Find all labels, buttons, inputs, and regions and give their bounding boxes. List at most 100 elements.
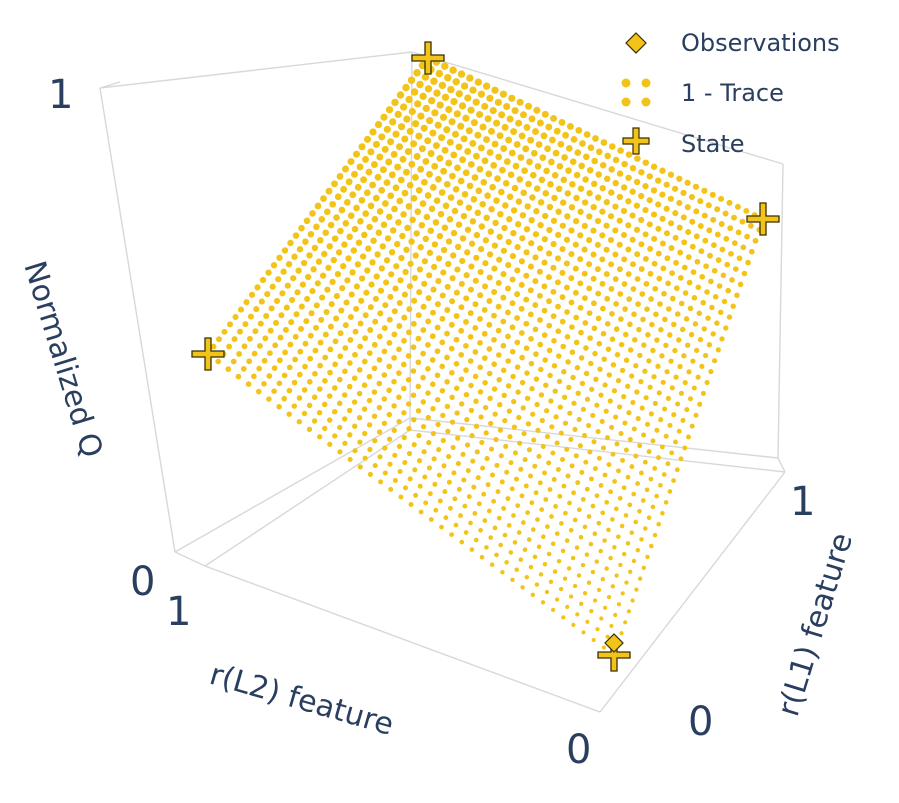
trace-point	[341, 392, 348, 398]
trace-point	[478, 223, 485, 230]
trace-point	[550, 241, 557, 248]
trace-point	[686, 434, 691, 440]
trace-point	[583, 370, 590, 377]
trace-point	[416, 80, 424, 89]
trace-point	[436, 101, 444, 109]
trace-point	[604, 435, 611, 441]
trace-point	[412, 467, 418, 473]
trace-point	[671, 321, 677, 328]
trace-point	[556, 558, 562, 564]
trace-point	[405, 353, 412, 359]
trace-point	[401, 135, 409, 143]
trace-point	[590, 203, 597, 211]
trace-point	[449, 172, 456, 180]
legend-item-observations[interactable]: Observations	[625, 29, 840, 57]
trace-point	[564, 190, 572, 197]
trace-point	[689, 218, 696, 225]
trace-point	[651, 235, 658, 242]
trace-point	[641, 565, 646, 570]
trace-point	[551, 363, 558, 369]
trace-point	[631, 558, 637, 564]
trace-point	[533, 208, 540, 215]
trace-point	[595, 171, 602, 178]
trace-point	[356, 163, 364, 171]
trace-point	[412, 120, 420, 128]
trace-point	[441, 62, 449, 70]
trace-point	[425, 390, 431, 396]
trace-point	[659, 240, 666, 247]
trace-point	[435, 255, 443, 262]
trace-point	[286, 364, 293, 371]
trace-point	[347, 432, 353, 438]
trace-point	[513, 141, 521, 148]
trace-point	[385, 106, 394, 114]
trace-point	[387, 461, 393, 467]
legend-item-trace[interactable]: 1 - Trace	[621, 78, 784, 108]
trace-point	[427, 150, 435, 157]
trace-point	[519, 111, 528, 119]
trace-point	[386, 316, 393, 323]
trace-point	[314, 202, 322, 210]
trace-point	[659, 167, 666, 174]
trace-point	[707, 252, 713, 259]
trace-point	[714, 231, 721, 238]
trace-point	[278, 312, 285, 319]
trace-point	[473, 423, 480, 429]
legend[interactable]: Observations 1 - Trace State	[621, 29, 840, 158]
trace-point	[353, 305, 360, 312]
trace-point	[243, 299, 250, 306]
trace-point	[503, 102, 511, 111]
trace-point	[465, 127, 473, 135]
trace-point	[598, 483, 604, 488]
trace-point	[416, 458, 423, 464]
trace-point	[536, 292, 543, 299]
trace-point	[595, 315, 602, 322]
trace-point	[383, 179, 391, 187]
trace-point	[495, 153, 503, 161]
trace-point	[580, 562, 586, 568]
trace-point	[401, 410, 407, 416]
trace-point	[515, 119, 523, 127]
trace-point	[309, 210, 316, 217]
trace-point	[635, 481, 640, 486]
trace-point	[647, 384, 653, 390]
trace-point	[424, 85, 433, 93]
trace-point	[511, 513, 516, 518]
trace-point	[501, 505, 507, 511]
trace-point	[292, 356, 298, 363]
trace-point	[594, 402, 600, 408]
trace-point	[465, 468, 471, 474]
trace-point	[528, 360, 535, 367]
trace-point	[542, 470, 547, 476]
trace-point	[660, 265, 667, 272]
trace-point	[371, 389, 378, 395]
trace-point	[463, 391, 470, 398]
trace-point	[681, 353, 687, 359]
trace-point	[449, 370, 455, 376]
trace-point	[240, 366, 247, 372]
trace-point	[342, 345, 349, 351]
trace-point	[596, 587, 602, 593]
trace-point	[613, 506, 619, 512]
trace-point	[609, 623, 614, 628]
trace-point	[482, 518, 488, 523]
trace-point	[677, 275, 684, 281]
trace-point	[682, 445, 688, 451]
trace-point	[387, 293, 394, 300]
trace-point	[603, 408, 609, 414]
trace-point	[431, 162, 439, 170]
trace-point	[382, 445, 388, 451]
trace-point	[555, 231, 562, 238]
trace-point	[668, 245, 675, 251]
trace-point	[680, 189, 687, 196]
legend-item-state[interactable]: State	[622, 127, 745, 158]
trace-point	[666, 306, 672, 312]
trace-point	[418, 145, 426, 153]
trace-point	[481, 306, 488, 313]
trace-point	[471, 484, 477, 490]
trace-point	[445, 105, 453, 114]
trace-point	[602, 605, 608, 610]
trace-point	[381, 325, 388, 332]
trace-point	[447, 505, 453, 511]
trace-point	[296, 245, 304, 253]
